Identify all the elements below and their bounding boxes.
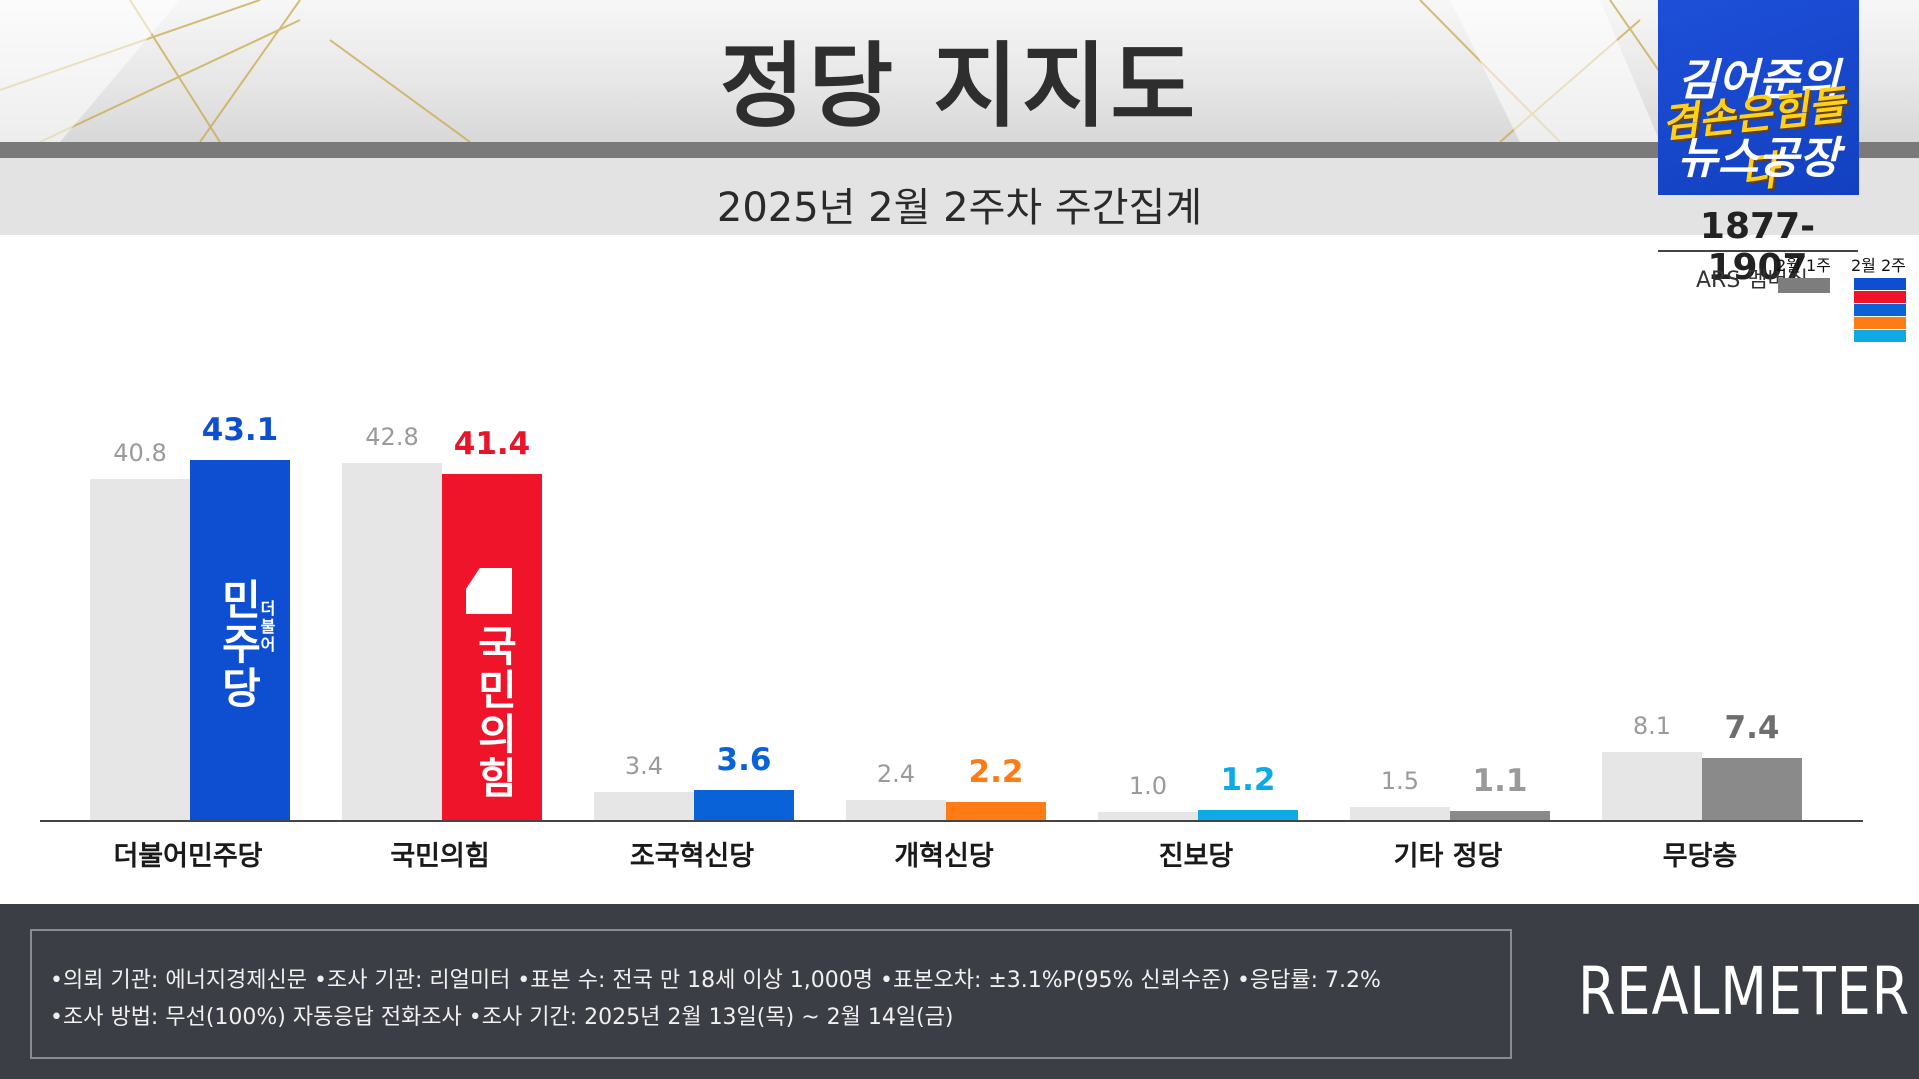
value-label-cur-independent: 7.4 xyxy=(1724,710,1780,747)
value-label-cur-ppp: 41.4 xyxy=(453,426,531,463)
logo-line1: 김어준의 xyxy=(1677,55,1840,106)
header-banner xyxy=(0,0,1919,142)
footer-line2: •조사 방법: 무선(100%) 자동응답 전화조사 •조사 기간: 2025년… xyxy=(50,1005,954,1030)
page-subtitle: 2025년 2월 2주차 주간집계 xyxy=(716,185,1203,231)
bar-cur-progressive xyxy=(1198,809,1298,820)
bar-prev-rebuilding xyxy=(594,791,694,820)
bar-cur-democratic xyxy=(190,460,290,820)
legend-prev-swatch xyxy=(1778,278,1830,293)
ppp-party-logo: 국민의힘 xyxy=(470,624,519,800)
divider-bar xyxy=(0,142,1919,158)
bar-prev-ppp xyxy=(342,462,442,820)
bar-cur-ppp xyxy=(442,474,542,820)
bar-prev-other xyxy=(1350,807,1450,820)
legend-cur-swatch-3 xyxy=(1854,304,1906,316)
category-label-rebuilding: 조국혁신당 xyxy=(629,841,755,872)
bar-prev-progressive xyxy=(1098,811,1198,820)
legend-cur-swatch-5 xyxy=(1854,330,1906,342)
category-label-progressive: 진보당 xyxy=(1158,841,1234,872)
subheader-band xyxy=(0,158,1919,235)
value-label-cur-progressive: 1.2 xyxy=(1220,761,1276,798)
realmeter-logo: REALMETER xyxy=(1578,953,1911,1030)
category-label-reform: 개혁신당 xyxy=(894,841,994,872)
logo-line2: 뉴스공장 xyxy=(1677,133,1840,184)
footer-band xyxy=(0,904,1919,1079)
democratic-party-logo-small: 더불어 xyxy=(257,600,276,654)
footer-line1: •의뢰 기관: 에너지경제신문 •조사 기관: 리얼미터 •표본 수: 전국 만… xyxy=(50,968,1381,993)
category-label-democratic: 더불어민주당 xyxy=(113,841,263,872)
bar-prev-independent xyxy=(1602,752,1702,820)
value-label-prev-reform: 2.4 xyxy=(876,759,916,788)
value-label-cur-democratic: 43.1 xyxy=(201,412,279,449)
phone-underline xyxy=(1658,250,1858,252)
phone-number: 1877-1907 xyxy=(1699,206,1816,288)
category-label-independent: 무당층 xyxy=(1662,841,1738,872)
legend-cur-swatch-2 xyxy=(1854,291,1906,303)
value-label-prev-progressive: 1.0 xyxy=(1128,771,1168,800)
bar-cur-other xyxy=(1450,810,1550,820)
footer-info-box xyxy=(30,929,1512,1059)
page-title: 정당 지지도 xyxy=(719,33,1200,140)
value-label-cur-other: 1.1 xyxy=(1472,762,1528,799)
category-label-ppp: 국민의힘 xyxy=(390,841,490,872)
bar-prev-democratic xyxy=(90,479,190,820)
news-factory-logo: 김어준의 겸손은힘들다 뉴스공장 xyxy=(1658,0,1859,198)
legend-cur-swatch-4 xyxy=(1854,317,1906,329)
value-label-prev-rebuilding: 3.4 xyxy=(624,751,664,780)
value-label-prev-ppp: 42.8 xyxy=(365,422,419,451)
bar-cur-reform xyxy=(946,801,1046,820)
header-decoration xyxy=(0,0,1701,142)
value-label-prev-independent: 8.1 xyxy=(1632,712,1672,741)
category-label-other: 기타 정당 xyxy=(1393,841,1503,872)
value-label-cur-reform: 2.2 xyxy=(968,753,1024,790)
legend-cur-swatch-1 xyxy=(1854,278,1906,290)
legend-cur-label: 2월 2주 xyxy=(1851,256,1906,275)
bar-cur-rebuilding xyxy=(694,789,794,820)
value-label-prev-democratic: 40.8 xyxy=(113,439,167,468)
bar-prev-reform xyxy=(846,799,946,820)
chart-baseline xyxy=(40,820,1863,822)
value-label-cur-rebuilding: 3.6 xyxy=(716,741,772,778)
democratic-party-logo: 민주당 xyxy=(214,578,263,710)
bar-cur-independent xyxy=(1702,758,1802,820)
value-label-prev-other: 1.5 xyxy=(1380,767,1420,796)
legend-prev-label: 2월 1주 xyxy=(1776,256,1831,275)
